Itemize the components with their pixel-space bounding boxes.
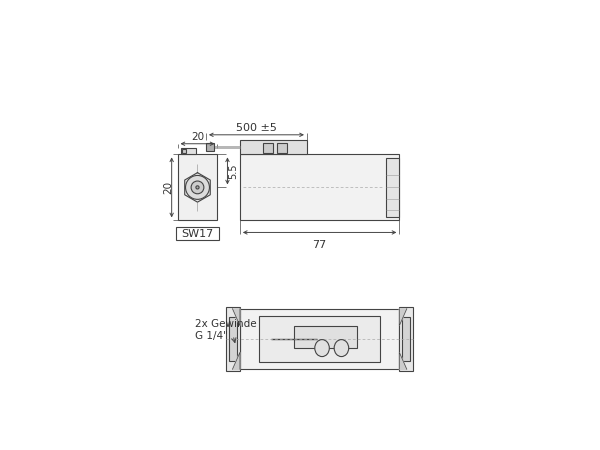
Ellipse shape <box>334 340 349 356</box>
Text: 5.5: 5.5 <box>228 163 238 179</box>
Bar <box>277 143 287 153</box>
Circle shape <box>185 176 209 199</box>
Bar <box>229 317 237 361</box>
Text: 20: 20 <box>191 132 204 142</box>
Bar <box>386 158 400 217</box>
Ellipse shape <box>315 340 329 356</box>
Polygon shape <box>185 173 210 202</box>
Bar <box>182 149 186 153</box>
Bar <box>226 307 240 371</box>
Bar <box>240 154 400 220</box>
Text: 2x Gewinde
G 1/4": 2x Gewinde G 1/4" <box>195 319 257 341</box>
Bar <box>206 143 214 151</box>
Bar <box>176 227 219 240</box>
Bar <box>263 143 274 153</box>
Circle shape <box>191 181 204 194</box>
Bar <box>181 148 196 154</box>
Bar <box>240 309 400 369</box>
Circle shape <box>196 186 199 189</box>
Text: SW17: SW17 <box>181 229 214 239</box>
Polygon shape <box>232 309 240 326</box>
Bar <box>178 154 217 220</box>
Text: 20: 20 <box>163 181 173 194</box>
Polygon shape <box>400 309 407 326</box>
Bar <box>259 316 380 362</box>
Bar <box>240 140 307 154</box>
Text: 500 ±5: 500 ±5 <box>236 123 277 133</box>
Bar <box>403 317 410 361</box>
Polygon shape <box>400 352 407 369</box>
Text: 77: 77 <box>313 240 327 250</box>
Bar <box>400 307 413 371</box>
Polygon shape <box>232 352 240 369</box>
Bar <box>294 326 357 348</box>
